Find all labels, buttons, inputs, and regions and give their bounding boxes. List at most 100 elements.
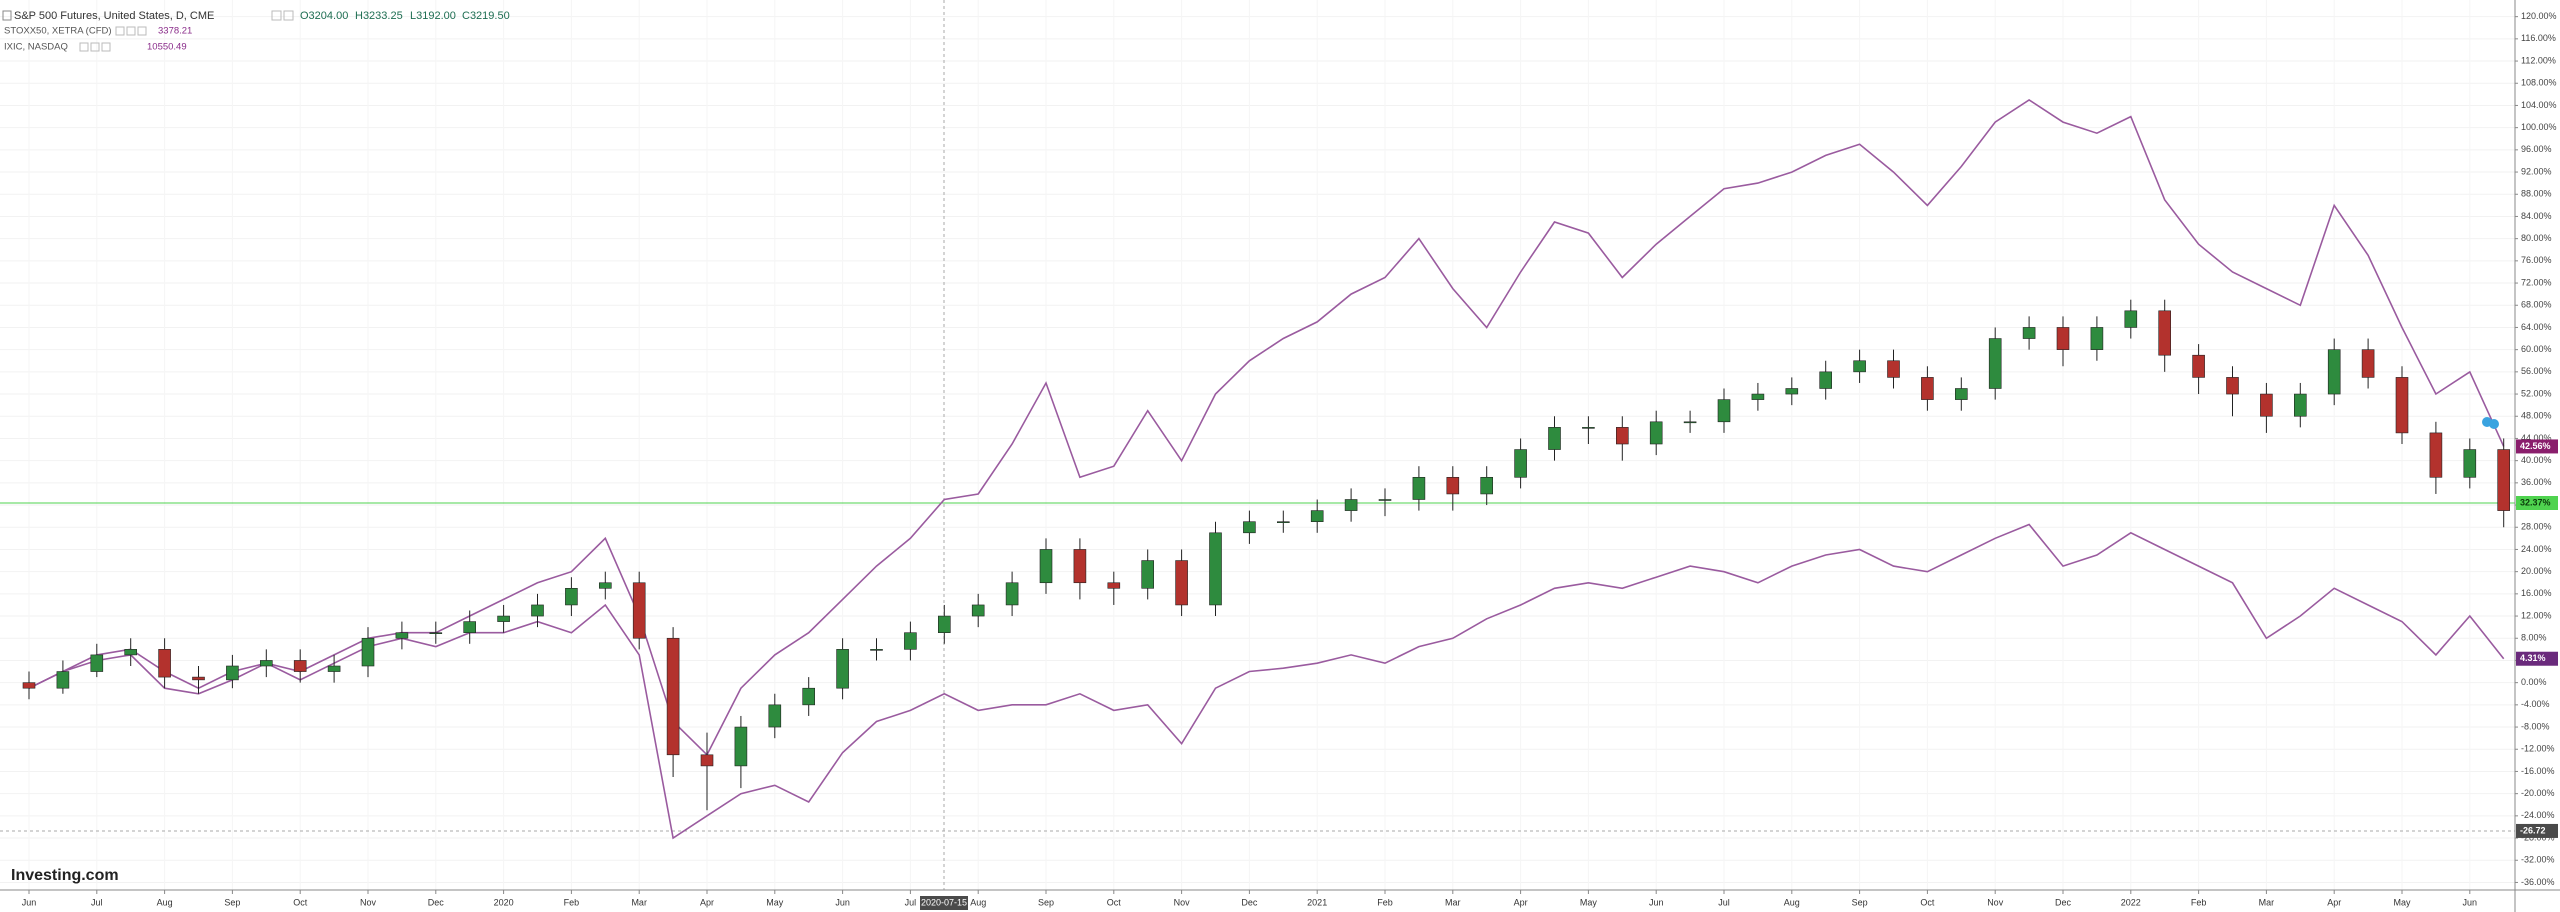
y-tick-label: 44.00% xyxy=(2521,433,2552,443)
candle-body xyxy=(1446,476,1460,495)
legend-icon[interactable] xyxy=(90,42,100,52)
x-tick-label: 2020 xyxy=(494,897,514,907)
candle-body xyxy=(802,687,816,706)
candles xyxy=(22,299,2510,811)
x-tick-label: 2022 xyxy=(2121,897,2141,907)
candle-body xyxy=(1378,499,1392,501)
y-tick-label: 56.00% xyxy=(2521,366,2552,376)
y-tick-label: -32.00% xyxy=(2521,855,2555,865)
last-value-tag: 4.31% xyxy=(2520,653,2546,663)
x-tick-label: Jun xyxy=(835,897,850,907)
y-tick-label: -4.00% xyxy=(2521,699,2550,709)
candle-body xyxy=(1141,560,1154,589)
legend-icon[interactable] xyxy=(101,42,111,52)
series-line xyxy=(28,523,2505,840)
y-tick-label: 100.00% xyxy=(2521,122,2557,132)
event-icon[interactable] xyxy=(2489,419,2499,429)
y-tick-label: 16.00% xyxy=(2521,588,2552,598)
legend-last-value: 3378.21 xyxy=(158,26,192,37)
candle-body xyxy=(158,649,171,678)
y-tick-label: 12.00% xyxy=(2521,610,2552,620)
y-tick-label: -16.00% xyxy=(2521,766,2555,776)
main-series-name: S&P 500 Futures, United States, D, CME xyxy=(14,10,214,22)
candle-body xyxy=(361,637,375,667)
candle-body xyxy=(226,665,239,681)
y-tick-label: 80.00% xyxy=(2521,233,2552,243)
y-tick-label: 116.00% xyxy=(2521,33,2556,43)
x-tick-label: Sep xyxy=(1038,897,1054,907)
collapse-icon[interactable] xyxy=(2,10,12,21)
legend-icon[interactable] xyxy=(115,26,125,36)
x-tick-label: Jul xyxy=(91,897,103,907)
candle-body xyxy=(1107,582,1121,589)
candle-body xyxy=(2022,327,2036,339)
last-value-tag-bg xyxy=(2516,651,2558,666)
candle-body xyxy=(836,649,849,689)
y-tick-label: 112.00% xyxy=(2521,55,2556,65)
x-tick-label: Jun xyxy=(22,897,37,907)
x-tick-label: May xyxy=(1580,897,1598,907)
legend-icon[interactable] xyxy=(283,10,294,21)
candle-body xyxy=(2124,310,2138,328)
candle-body xyxy=(1175,560,1188,606)
candle-body xyxy=(463,621,477,633)
candle-body xyxy=(1209,532,1222,606)
candle-body xyxy=(2192,354,2205,378)
y-tick-label: 28.00% xyxy=(2521,522,2552,532)
y-tick-label: 24.00% xyxy=(2521,544,2552,554)
y-tick-label: 92.00% xyxy=(2521,166,2552,176)
candle-body xyxy=(1344,499,1358,511)
x-tick-label: Apr xyxy=(700,897,714,907)
y-tick-label: 76.00% xyxy=(2521,255,2552,265)
y-tick-label: 40.00% xyxy=(2521,455,2552,465)
legend-icon[interactable] xyxy=(271,10,282,21)
crosshair-y-tag-bg xyxy=(2516,823,2558,838)
candle-body xyxy=(395,632,409,639)
y-tick-label: 84.00% xyxy=(2521,211,2552,221)
y-tick-label: -12.00% xyxy=(2521,744,2555,754)
candle-body xyxy=(2294,393,2307,417)
y-tick-label: 36.00% xyxy=(2521,477,2552,487)
y-tick-label: -24.00% xyxy=(2521,810,2555,820)
candle-body xyxy=(1717,399,1731,423)
candle-body xyxy=(2260,393,2273,417)
candle-body xyxy=(1819,371,1832,389)
legend-icon[interactable] xyxy=(79,42,89,52)
x-tick-label: Sep xyxy=(1852,897,1868,907)
candle-body xyxy=(632,582,646,639)
crosshair-y-tag: -26.72 xyxy=(2520,825,2546,835)
last-value-tag: 42.56% xyxy=(2520,441,2551,451)
candle-body xyxy=(327,665,341,672)
candle-body xyxy=(1649,421,1663,445)
legend-icon[interactable] xyxy=(137,26,147,36)
candle-body xyxy=(1853,360,1866,373)
y-tick-label: 48.00% xyxy=(2521,411,2552,421)
candle-body xyxy=(2463,449,2477,478)
candle-body xyxy=(2226,377,2239,395)
y-tick-label: 0.00% xyxy=(2521,677,2547,687)
candle-body xyxy=(2056,327,2070,350)
candle-body xyxy=(22,682,36,689)
x-tick-label: Feb xyxy=(2191,897,2207,907)
x-tick-label: Oct xyxy=(1920,897,1935,907)
x-tick-label: Dec xyxy=(2055,897,2072,907)
candle-body xyxy=(700,754,714,767)
candle-body xyxy=(734,726,748,767)
y-tick-label: 20.00% xyxy=(2521,566,2552,576)
candle-body xyxy=(531,604,544,617)
candle-body xyxy=(259,660,273,667)
candle-body xyxy=(1955,388,1968,400)
legend-header: S&P 500 Futures, United States, D, CME O… xyxy=(2,10,510,53)
legend-icon[interactable] xyxy=(126,26,136,36)
y-tick-label: -20.00% xyxy=(2521,788,2555,798)
x-tick-label: Feb xyxy=(564,897,580,907)
price-tag: 32.37% xyxy=(2520,497,2551,507)
x-tick-label: Mar xyxy=(631,897,647,907)
candle-body xyxy=(2158,310,2171,356)
y-tick-label: -8.00% xyxy=(2521,721,2550,731)
x-tick-label: Oct xyxy=(293,897,308,907)
ohlc-open: O3204.00 xyxy=(300,10,348,22)
x-tick-label: Sep xyxy=(224,897,240,907)
y-tick-label: 108.00% xyxy=(2521,78,2557,88)
candle-body xyxy=(768,704,782,728)
